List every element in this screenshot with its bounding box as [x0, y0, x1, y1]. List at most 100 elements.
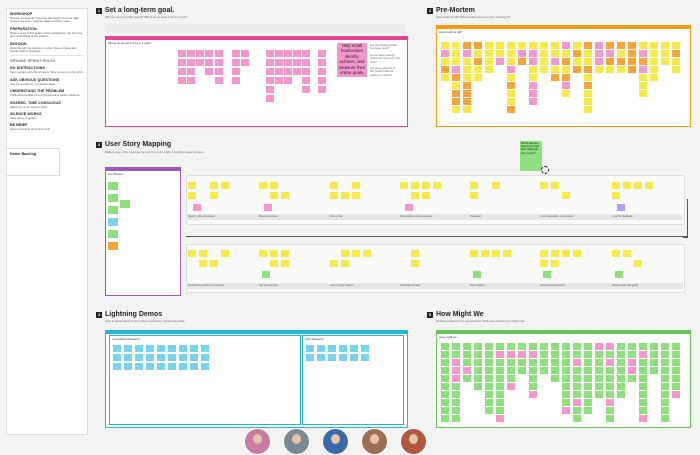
sticky-note[interactable]	[441, 42, 449, 49]
sticky-note[interactable]	[606, 375, 614, 382]
sticky-note[interactable]	[584, 58, 592, 65]
sticky-note[interactable]	[330, 192, 338, 199]
sticky-note[interactable]	[496, 343, 504, 350]
sticky-note[interactable]	[584, 90, 592, 97]
sticky-note[interactable]	[518, 351, 526, 358]
sticky-note[interactable]	[452, 399, 460, 406]
sticky-note[interactable]	[113, 363, 121, 370]
sticky-note[interactable]	[474, 375, 482, 382]
sticky-note[interactable]	[190, 345, 198, 352]
collaborator-avatar[interactable]	[283, 428, 310, 455]
sticky-note[interactable]	[205, 68, 213, 75]
sticky-note[interactable]	[306, 345, 314, 352]
sticky-note[interactable]	[452, 50, 460, 57]
sticky-note[interactable]	[120, 200, 130, 208]
sticky-note[interactable]	[441, 407, 449, 414]
sticky-note[interactable]	[293, 59, 301, 66]
sticky-note[interactable]	[135, 345, 143, 352]
sticky-note[interactable]	[266, 95, 274, 102]
sticky-note[interactable]	[639, 90, 647, 97]
sticky-note[interactable]	[606, 367, 614, 374]
sticky-note[interactable]	[411, 182, 419, 189]
sticky-note[interactable]	[650, 66, 658, 73]
sticky-note[interactable]	[639, 391, 647, 398]
sticky-note[interactable]	[573, 250, 581, 257]
sticky-note[interactable]	[317, 345, 325, 352]
sticky-note[interactable]	[584, 50, 592, 57]
sticky-note[interactable]	[108, 194, 118, 202]
sticky-note[interactable]	[551, 66, 559, 73]
sticky-note[interactable]	[562, 250, 570, 257]
sticky-note[interactable]	[562, 359, 570, 366]
story-question-sticky[interactable]: Which features should we build first? Wh…	[520, 141, 542, 171]
sticky-note[interactable]	[215, 68, 223, 75]
sticky-note[interactable]	[232, 50, 240, 57]
sticky-note[interactable]	[266, 50, 274, 57]
sticky-note[interactable]	[584, 343, 592, 350]
sticky-note[interactable]	[270, 192, 278, 199]
sticky-note[interactable]	[617, 351, 625, 358]
sticky-note[interactable]	[573, 407, 581, 414]
sticky-note[interactable]	[584, 98, 592, 105]
sticky-note[interactable]	[573, 399, 581, 406]
sticky-note[interactable]	[661, 383, 669, 390]
sticky-note[interactable]	[199, 250, 207, 257]
sticky-note[interactable]	[562, 391, 570, 398]
sticky-note[interactable]	[463, 42, 471, 49]
sticky-note[interactable]	[529, 359, 537, 366]
sticky-note[interactable]	[595, 383, 603, 390]
sticky-note[interactable]	[201, 363, 209, 370]
sticky-note[interactable]	[573, 351, 581, 358]
sticky-note[interactable]	[215, 77, 223, 84]
sticky-note[interactable]	[441, 359, 449, 366]
sticky-note[interactable]	[551, 58, 559, 65]
sticky-note[interactable]	[281, 192, 289, 199]
sticky-note[interactable]	[190, 354, 198, 361]
sticky-note[interactable]	[284, 68, 292, 75]
sticky-note[interactable]	[302, 86, 310, 93]
sticky-note[interactable]	[639, 82, 647, 89]
sticky-note[interactable]	[573, 66, 581, 73]
sticky-note[interactable]	[650, 74, 658, 81]
sticky-note[interactable]	[328, 354, 336, 361]
sticky-note[interactable]	[485, 58, 493, 65]
sticky-note[interactable]	[463, 90, 471, 97]
sticky-note[interactable]	[221, 182, 229, 189]
sticky-note[interactable]	[473, 271, 481, 278]
sticky-note[interactable]	[661, 407, 669, 414]
sticky-note[interactable]	[352, 182, 360, 189]
collaborator-avatar[interactable]	[361, 428, 388, 455]
sticky-note[interactable]	[496, 383, 504, 390]
sticky-note[interactable]	[201, 345, 209, 352]
sticky-note[interactable]	[205, 50, 213, 57]
sticky-note[interactable]	[411, 260, 419, 267]
sticky-note[interactable]	[551, 182, 559, 189]
sticky-note[interactable]	[562, 407, 570, 414]
sticky-note[interactable]	[485, 375, 493, 382]
sticky-note[interactable]	[573, 383, 581, 390]
sticky-note[interactable]	[617, 42, 625, 49]
sticky-note[interactable]	[178, 68, 186, 75]
sticky-note[interactable]	[529, 66, 537, 73]
sticky-note[interactable]	[496, 367, 504, 374]
sticky-note[interactable]	[584, 375, 592, 382]
sticky-note[interactable]	[330, 260, 338, 267]
sticky-note[interactable]	[339, 345, 347, 352]
sticky-note[interactable]	[470, 182, 478, 189]
sticky-note[interactable]	[187, 77, 195, 84]
sticky-note[interactable]	[474, 58, 482, 65]
sticky-note[interactable]	[562, 375, 570, 382]
sticky-note[interactable]	[628, 42, 636, 49]
sticky-note[interactable]	[199, 260, 207, 267]
sticky-note[interactable]	[573, 415, 581, 422]
sticky-note[interactable]	[584, 106, 592, 113]
sticky-note[interactable]	[452, 415, 460, 422]
sticky-note[interactable]	[529, 375, 537, 382]
sticky-note[interactable]	[275, 59, 283, 66]
sticky-note[interactable]	[562, 90, 570, 97]
sticky-note[interactable]	[281, 250, 289, 257]
sticky-note[interactable]	[617, 343, 625, 350]
sticky-note[interactable]	[584, 367, 592, 374]
sticky-note[interactable]	[612, 182, 620, 189]
sticky-note[interactable]	[595, 375, 603, 382]
